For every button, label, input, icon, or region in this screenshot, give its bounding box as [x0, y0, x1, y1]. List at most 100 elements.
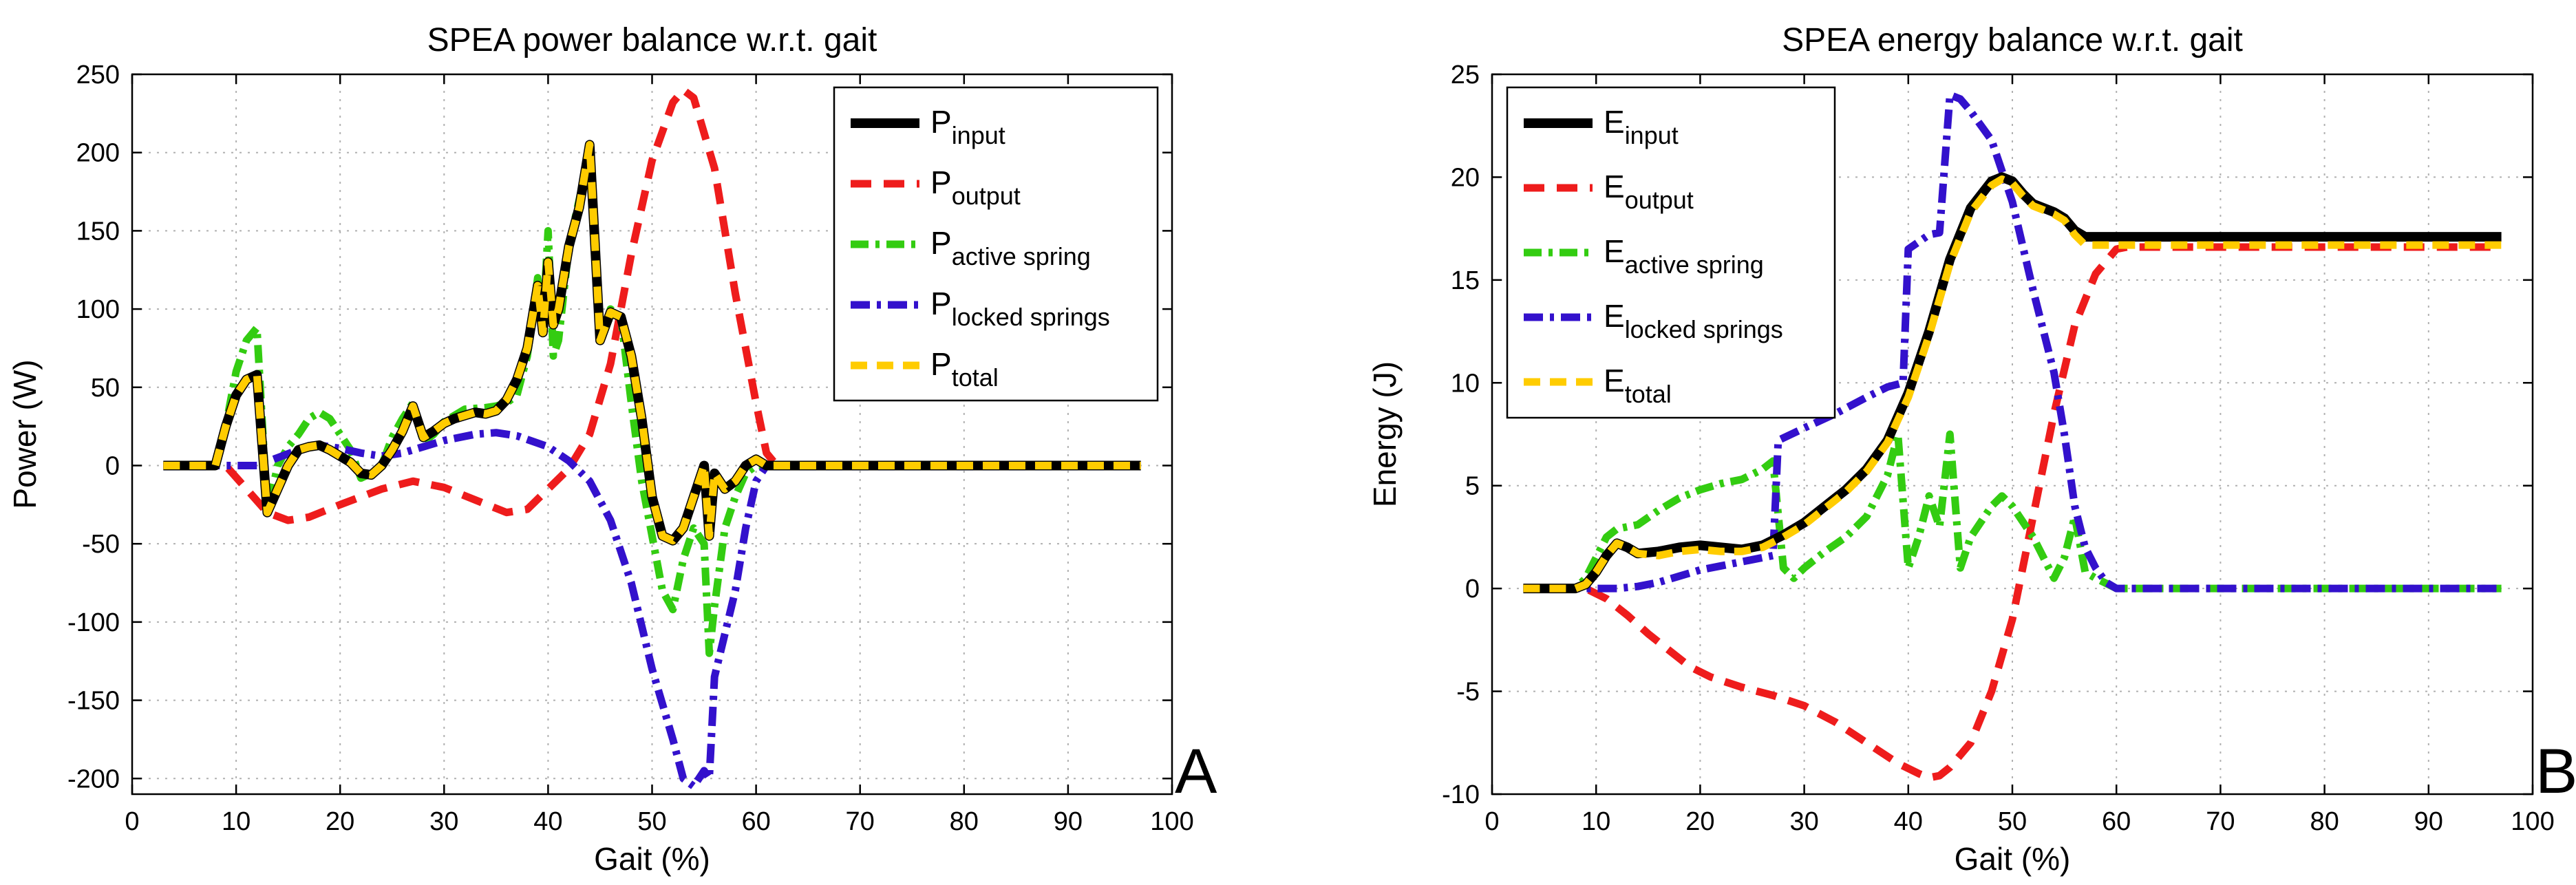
legend-label-sub: locked springs [952, 303, 1110, 331]
series-line-output [1523, 243, 2502, 782]
legend-label-sub: input [1625, 121, 1679, 149]
legend-item-total: Ptotal [851, 346, 999, 392]
legend-label-main: E [1604, 233, 1625, 269]
chart-panel-b: 0 10 20 30 40 50 60 70 80 90 100 -10 -5 0 5 10 15 20 25 SPE… [1367, 22, 2576, 877]
legend-label-main: P [930, 286, 952, 321]
y-tick-label: 0 [1465, 575, 1480, 604]
legend-label-main: E [1604, 298, 1625, 334]
x-tick-label: 40 [533, 807, 562, 836]
legend-label-main: P [930, 164, 952, 200]
legend-label-sub: active spring [952, 242, 1091, 270]
legend-item-output: Eoutput [1524, 169, 1694, 214]
series-line-output [163, 86, 1141, 524]
y-tick-label: -200 [67, 765, 120, 793]
legend-label-output: Eoutput [1604, 169, 1694, 214]
legend-label-total: Ptotal [930, 346, 999, 392]
x-tick-label: 100 [1150, 807, 1193, 836]
series-line-active [1523, 430, 2502, 593]
legend-label-main: E [1604, 363, 1625, 398]
x-tick-label: 70 [846, 807, 875, 836]
y-tick-label: 50 [91, 374, 120, 403]
legend-item-locked: Elocked springs [1524, 298, 1783, 343]
series-line-total [163, 140, 1141, 545]
legend-label-active: Eactive spring [1604, 233, 1764, 279]
x-tick-label: 60 [2102, 807, 2131, 836]
panel-label: A [1175, 736, 1217, 807]
chart-title: SPEA power balance w.r.t. gait [427, 22, 877, 58]
y-tick-label: -100 [67, 608, 120, 637]
legend-label-input: Einput [1604, 104, 1679, 149]
panel-label: B [2535, 736, 2576, 807]
y-axis-label: Energy (J) [1367, 361, 1403, 507]
y-tick-label: -150 [67, 687, 120, 716]
legend-label-main: P [930, 104, 952, 140]
x-tick-label: 0 [125, 807, 139, 836]
x-tick-label: 20 [1685, 807, 1714, 836]
legend-label-locked: Elocked springs [1604, 298, 1783, 343]
x-tick-label: 80 [950, 807, 979, 836]
x-axis-label: Gait (%) [1955, 841, 2071, 877]
series-line-total [1523, 175, 2502, 593]
y-tick-label: 150 [76, 217, 120, 246]
legend-label-main: E [1604, 104, 1625, 140]
x-tick-label: 100 [2511, 807, 2554, 836]
y-tick-label: 100 [76, 295, 120, 324]
series-group [163, 86, 1141, 791]
y-tick-label: -50 [82, 530, 120, 559]
series-line-active [163, 149, 1141, 657]
legend-item-output: Poutput [851, 164, 1021, 210]
legend-label-sub: output [1625, 186, 1694, 214]
legend-item-locked: Plocked springs [851, 286, 1110, 331]
x-tick-label: 90 [1054, 807, 1083, 836]
legend-label-total: Etotal [1604, 363, 1672, 408]
legend-label-sub: active spring [1625, 250, 1764, 279]
x-tick-label: 10 [222, 807, 251, 836]
x-tick-label: 80 [2310, 807, 2339, 836]
y-tick-label: 0 [105, 451, 120, 480]
legend-item-input: Pinput [851, 104, 1005, 149]
legend-label-active: Pactive spring [930, 225, 1091, 270]
x-tick-label: 50 [1998, 807, 2027, 836]
y-tick-label: 25 [1451, 61, 1480, 89]
x-tick-label: 40 [1894, 807, 1923, 836]
x-tick-label: 30 [1789, 807, 1818, 836]
legend-label-main: P [930, 346, 952, 382]
x-tick-label: 10 [1582, 807, 1610, 836]
y-tick-label: -5 [1456, 678, 1480, 707]
x-tick-label: 50 [637, 807, 666, 836]
x-axis-label: Gait (%) [594, 841, 710, 877]
legend-label-input: Pinput [930, 104, 1005, 149]
legend-item-input: Einput [1524, 104, 1679, 149]
legend-label-output: Poutput [930, 164, 1021, 210]
x-tick-label: 70 [2206, 807, 2235, 836]
legend-label-locked: Plocked springs [930, 286, 1110, 331]
y-axis-label: Power (W) [7, 359, 43, 509]
legend-item-active: Eactive spring [1524, 233, 1764, 279]
legend-item-active: Pactive spring [851, 225, 1091, 270]
legend-item-total: Etotal [1524, 363, 1672, 408]
legend-label-main: E [1604, 169, 1625, 204]
x-tick-label: 90 [2414, 807, 2443, 836]
legend-label-sub: locked springs [1625, 315, 1783, 343]
chart-title: SPEA energy balance w.r.t. gait [1782, 22, 2243, 58]
y-tick-label: 5 [1465, 472, 1480, 501]
series-line-locked [1523, 91, 2502, 593]
chart-panel-a: 0 10 20 30 40 50 60 70 80 90 100 -200 -150 -100 -50 0 50… [7, 22, 1217, 877]
legend-label-sub: input [952, 121, 1005, 149]
x-tick-label: 20 [326, 807, 354, 836]
y-tick-label: 250 [76, 61, 120, 89]
legend-label-sub: total [952, 363, 999, 392]
legend-label-main: P [930, 225, 952, 261]
y-tick-label: 10 [1451, 369, 1480, 398]
series-group [1523, 91, 2502, 782]
y-tick-label: -10 [1442, 780, 1480, 809]
x-tick-label: 0 [1484, 807, 1499, 836]
y-tick-label: 200 [76, 139, 120, 168]
legend-label-sub: total [1625, 380, 1672, 408]
y-tick-label: 15 [1451, 266, 1480, 295]
x-tick-label: 30 [429, 807, 458, 836]
legend-label-sub: output [952, 182, 1021, 210]
